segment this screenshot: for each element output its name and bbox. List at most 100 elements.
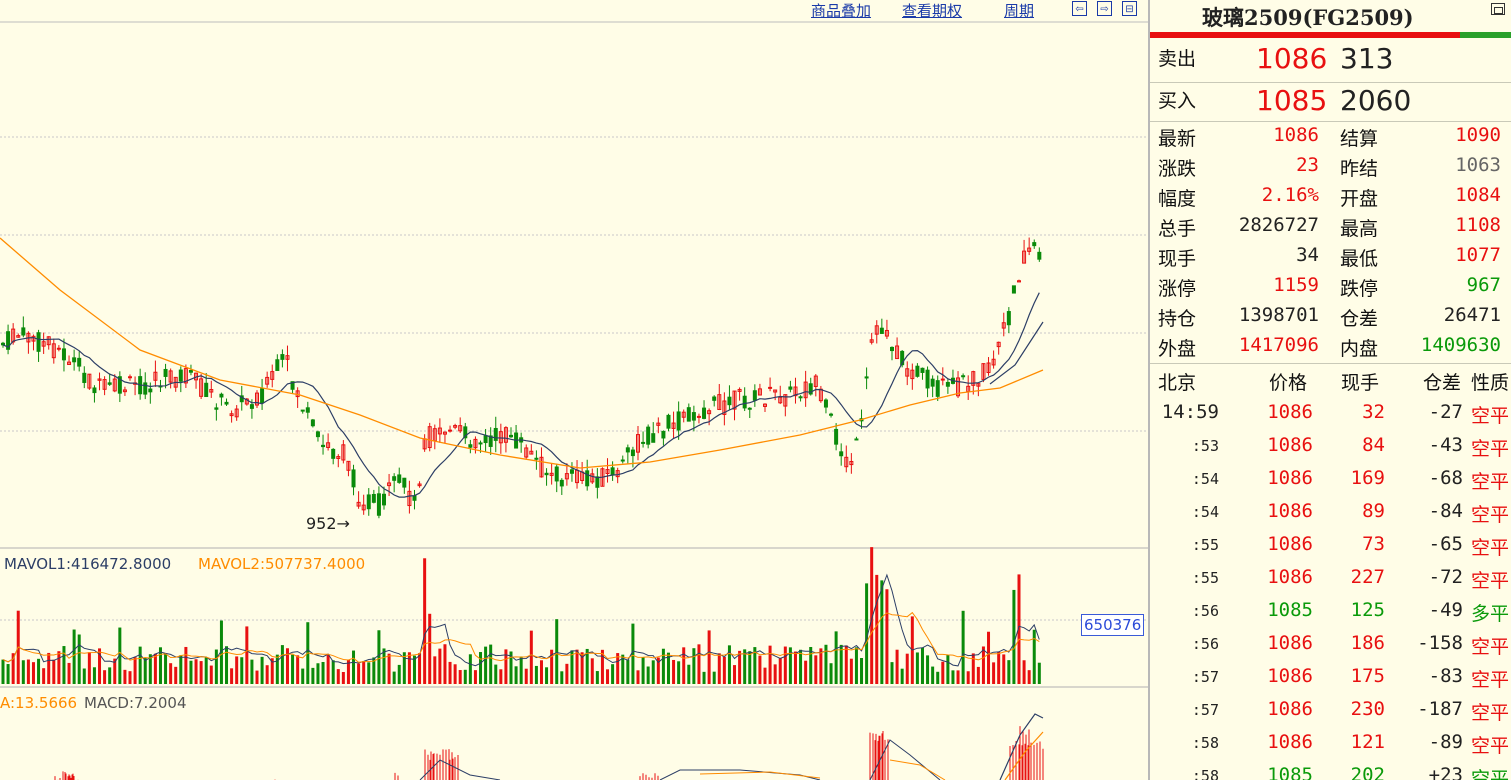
volume-bar — [712, 671, 716, 684]
volume-bar — [392, 671, 396, 684]
volume-bar — [606, 669, 610, 684]
candle-body — [478, 442, 483, 445]
candle-body — [1, 342, 5, 346]
tick-price: 1086 — [1267, 533, 1313, 555]
volume-bar — [545, 667, 549, 684]
arrow-left-icon[interactable]: ⇦ — [1072, 1, 1087, 16]
volume-bar — [362, 661, 366, 684]
volume-bar — [458, 670, 462, 684]
stat-value: 2.16% — [1261, 184, 1319, 206]
candle-body — [244, 398, 249, 405]
volume-bar — [443, 644, 447, 684]
macd-dif-line — [999, 713, 1044, 780]
volume-bar — [418, 653, 422, 684]
volume-bar — [575, 649, 579, 684]
tick-nature: 空平 — [1470, 636, 1509, 658]
volume-bar — [179, 655, 183, 684]
panel-icon[interactable]: ⊟ — [1122, 1, 1137, 16]
candle-body — [971, 371, 976, 386]
volume-bar — [240, 657, 244, 684]
kline-chart[interactable] — [0, 0, 1148, 780]
candle-body — [468, 444, 473, 448]
candle-body — [56, 347, 61, 350]
view-options-link[interactable]: 查看期权 — [902, 2, 963, 20]
stat-value: 23 — [1296, 154, 1319, 176]
candle-body — [559, 479, 564, 487]
candle-body — [1017, 280, 1021, 283]
volume-bar — [844, 645, 848, 684]
volume-bar — [494, 664, 498, 684]
candle-body — [36, 332, 41, 352]
macd-dea-line — [889, 759, 946, 780]
volume-bar — [509, 651, 513, 684]
arrow-right-icon[interactable]: ⇨ — [1097, 1, 1112, 16]
volume-bar — [108, 667, 112, 684]
tick-oi: -89 — [1428, 731, 1463, 753]
volume-bar — [82, 668, 86, 684]
candle-body — [305, 407, 310, 413]
chart-area[interactable]: 商品叠加 查看期权 周期 ⇦ ⇨ ⊟ 952→ MAVOL1:416472.80… — [0, 0, 1148, 780]
candle-body — [808, 383, 813, 395]
candle-body — [397, 474, 402, 483]
volume-bar — [372, 657, 376, 684]
candle-body — [315, 431, 320, 438]
candle-body — [265, 376, 270, 385]
volume-bar — [397, 664, 401, 684]
volume-bar — [616, 653, 620, 684]
volume-bar — [219, 620, 223, 684]
volume-bar — [539, 660, 543, 684]
candle-body — [21, 327, 26, 336]
tick-vol: 227 — [1350, 566, 1385, 588]
volume-bar — [829, 663, 833, 684]
candle-body — [524, 447, 529, 458]
candle-body — [569, 469, 574, 474]
ticks-header-cell: 现手 — [1340, 372, 1379, 394]
period-link[interactable]: 周期 — [1004, 2, 1035, 20]
volume-bar — [707, 630, 711, 684]
candle-body — [778, 396, 783, 404]
candle-body — [331, 448, 336, 459]
volume-bar — [570, 650, 574, 684]
candle-body — [503, 427, 508, 443]
volume-bar — [885, 589, 889, 684]
candle-body — [341, 444, 346, 461]
volume-bar — [981, 646, 985, 684]
volume-bar — [687, 664, 691, 684]
stat-value: 1077 — [1455, 244, 1501, 266]
tick-price: 1086 — [1267, 566, 1313, 588]
tick-price: 1085 — [1267, 599, 1313, 621]
restore-window-icon[interactable] — [1491, 3, 1505, 15]
volume-bar — [316, 663, 320, 684]
title-color-bar — [1150, 32, 1511, 38]
candle-body — [793, 386, 798, 397]
volume-bar — [37, 658, 41, 684]
candle-body — [498, 431, 503, 444]
ma-fast-tail — [989, 321, 1044, 385]
volume-bar — [473, 670, 477, 684]
volume-bar — [158, 647, 162, 684]
stat-label: 内盘 — [1340, 338, 1379, 360]
candle-body — [270, 371, 275, 380]
volume-bar — [72, 629, 76, 684]
volume-bar — [905, 653, 909, 684]
volume-bar — [976, 666, 980, 684]
volume-bar — [250, 659, 254, 684]
sell-label: 卖出 — [1158, 48, 1197, 70]
volume-bar — [468, 654, 472, 684]
overlay-commodity-link[interactable]: 商品叠加 — [811, 2, 872, 20]
candle-body — [122, 389, 127, 393]
candle-body — [839, 451, 844, 457]
volume-bar — [672, 659, 676, 684]
volume-bar — [682, 647, 686, 684]
volume-bar — [92, 667, 96, 684]
current-volume-badge: 650376 — [1081, 614, 1145, 636]
candle-body — [6, 331, 11, 350]
candle-body — [844, 456, 849, 468]
candle-body — [473, 438, 478, 449]
candle-body — [82, 372, 87, 383]
stat-label: 总手 — [1158, 218, 1197, 240]
candle-body — [590, 473, 595, 483]
candle-body — [539, 456, 544, 478]
candle-body — [920, 367, 925, 373]
volume-bar — [67, 662, 71, 684]
